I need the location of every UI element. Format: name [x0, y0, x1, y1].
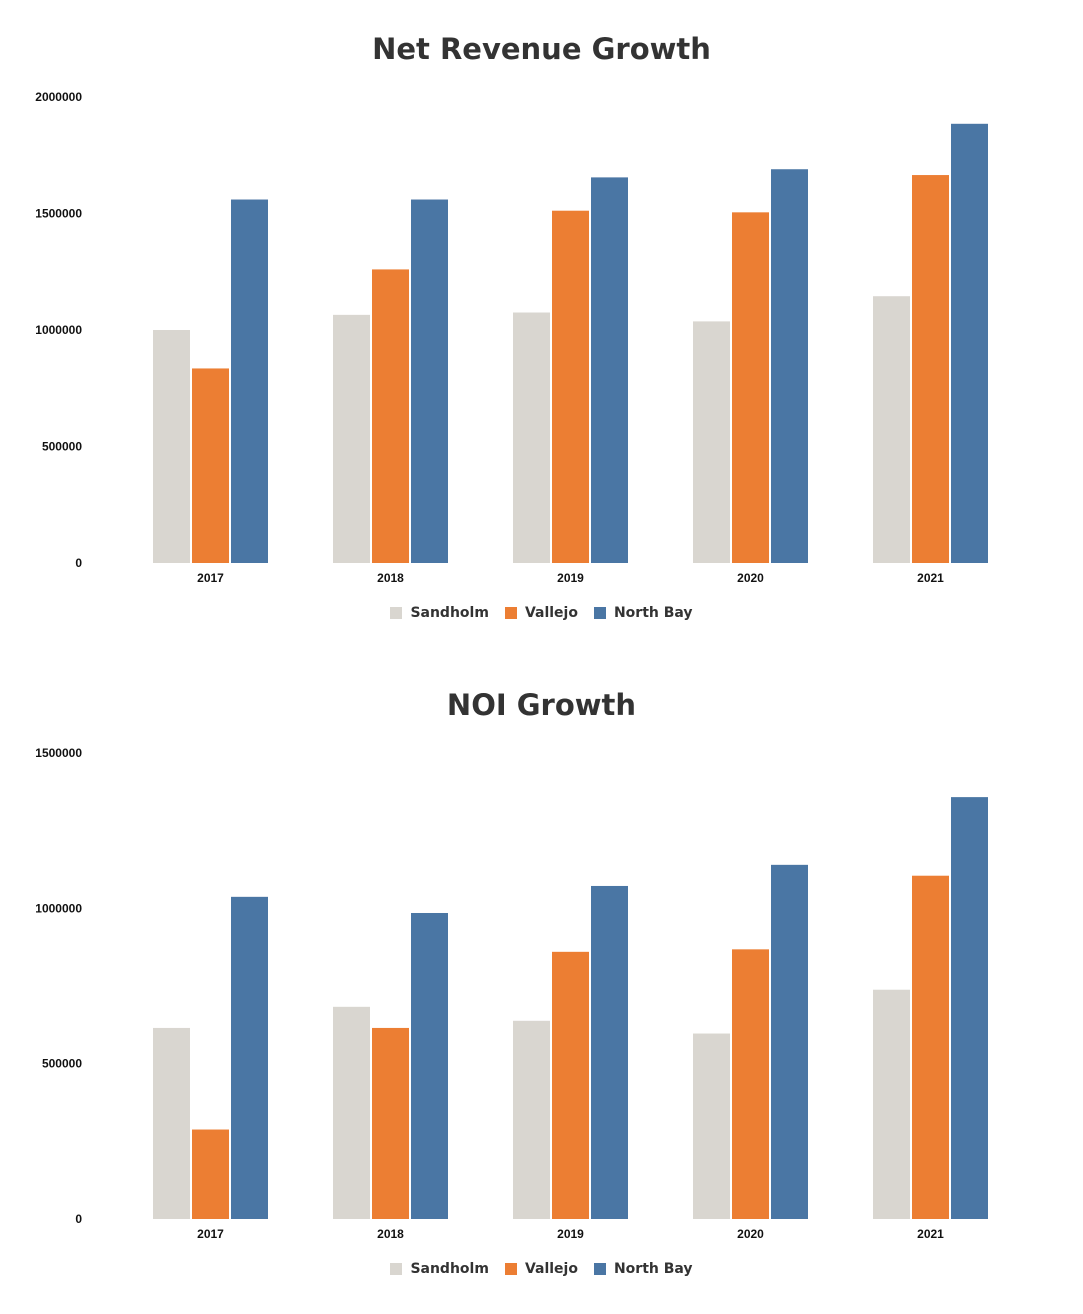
legend-label-sandholm: Sandholm	[410, 605, 489, 621]
legend-label-north-bay: North Bay	[613, 605, 693, 621]
legend-swatch-sandholm	[390, 1263, 403, 1275]
x-tick-label: 2018	[377, 571, 404, 585]
x-tick-label: 2019	[557, 571, 584, 585]
bar-sandholm-2018[interactable]	[333, 314, 370, 563]
y-tick-label: 1500000	[35, 746, 82, 760]
y-tick-label: 500000	[42, 1057, 82, 1071]
legend-swatch-north-bay	[593, 1263, 606, 1275]
bar-vallejo-2019[interactable]	[552, 951, 589, 1219]
bar-north-bay-2017[interactable]	[231, 199, 268, 563]
bar-north-bay-2019[interactable]	[591, 885, 628, 1219]
y-tick-label: 1000000	[35, 901, 82, 915]
bar-sandholm-2020[interactable]	[693, 1033, 730, 1219]
legend-swatch-sandholm	[390, 607, 403, 619]
legend-swatch-vallejo	[504, 607, 517, 619]
x-tick-label: 2020	[737, 1227, 764, 1241]
bar-sandholm-2017[interactable]	[153, 330, 190, 563]
bar-sandholm-2020[interactable]	[693, 321, 730, 563]
legend-item-north-bay[interactable]: North Bay	[593, 605, 693, 621]
bar-sandholm-2021[interactable]	[873, 296, 910, 563]
legend-label-north-bay: North Bay	[613, 1261, 693, 1277]
y-tick-label: 1500000	[35, 207, 82, 221]
bar-sandholm-2019[interactable]	[513, 1020, 550, 1219]
x-tick-label: 2021	[917, 571, 944, 585]
bar-north-bay-2020[interactable]	[771, 169, 808, 564]
bar-north-bay-2019[interactable]	[591, 177, 628, 563]
plot-area: 0 500000 1000000 1500000 2000000 2017 2018 2019…	[35, 90, 988, 585]
x-tick-label: 2020	[737, 571, 764, 585]
legend-item-north-bay[interactable]: North Bay	[593, 1261, 693, 1277]
x-tick-label: 2018	[377, 1227, 404, 1241]
bar-north-bay-2021[interactable]	[951, 123, 988, 564]
legend-item-sandholm[interactable]: Sandholm	[390, 605, 489, 621]
bar-vallejo-2021[interactable]	[912, 875, 949, 1219]
bar-vallejo-2020[interactable]	[732, 949, 769, 1219]
bar-vallejo-2018[interactable]	[372, 269, 409, 563]
plot-area: 0 500000 1000000 1500000 2017 2018 2019 2020 202…	[35, 746, 988, 1241]
bar-vallejo-2017[interactable]	[192, 368, 229, 563]
legend-label-vallejo: Vallejo	[524, 605, 578, 621]
chart-title: Net Revenue Growth	[372, 32, 711, 66]
bar-sandholm-2019[interactable]	[513, 312, 550, 563]
bar-north-bay-2018[interactable]	[411, 912, 448, 1219]
legend-label-sandholm: Sandholm	[410, 1261, 489, 1277]
legend-item-vallejo[interactable]: Vallejo	[504, 1261, 578, 1277]
bar-north-bay-2018[interactable]	[411, 199, 448, 563]
legend-swatch-vallejo	[504, 1263, 517, 1275]
legend: Sandholm Vallejo North Bay	[0, 1261, 1083, 1277]
y-tick-label: 0	[75, 556, 82, 570]
bar-sandholm-2017[interactable]	[153, 1027, 190, 1219]
bar-north-bay-2021[interactable]	[951, 797, 988, 1219]
bar-vallejo-2020[interactable]	[732, 212, 769, 563]
bar-sandholm-2018[interactable]	[333, 1006, 370, 1219]
y-tick-label: 2000000	[35, 90, 82, 104]
y-tick-label: 500000	[42, 440, 82, 454]
x-tick-label: 2017	[197, 571, 224, 585]
legend-item-sandholm[interactable]: Sandholm	[390, 1261, 489, 1277]
bar-vallejo-2021[interactable]	[912, 175, 949, 563]
x-tick-label: 2021	[917, 1227, 944, 1241]
bar-vallejo-2019[interactable]	[552, 210, 589, 564]
chart-net-revenue-growth: Net Revenue Growth 0 500000 1000000 1500000…	[0, 0, 1083, 656]
bar-vallejo-2018[interactable]	[372, 1027, 409, 1219]
bar-north-bay-2020[interactable]	[771, 864, 808, 1219]
legend-item-vallejo[interactable]: Vallejo	[504, 605, 578, 621]
y-tick-label: 1000000	[35, 323, 82, 337]
bar-north-bay-2017[interactable]	[231, 896, 268, 1219]
chart-noi-growth: NOI Growth 0 500000 1000000 1500000 2017 2018…	[0, 656, 1083, 1314]
chart-title: NOI Growth	[446, 688, 637, 722]
x-tick-label: 2017	[197, 1227, 224, 1241]
bar-sandholm-2021[interactable]	[873, 989, 910, 1219]
x-tick-label: 2019	[557, 1227, 584, 1241]
bar-vallejo-2017[interactable]	[192, 1129, 229, 1219]
legend-swatch-north-bay	[593, 607, 606, 619]
legend-label-vallejo: Vallejo	[524, 1261, 578, 1277]
legend: Sandholm Vallejo North Bay	[0, 605, 1083, 621]
y-tick-label: 0	[75, 1212, 82, 1226]
